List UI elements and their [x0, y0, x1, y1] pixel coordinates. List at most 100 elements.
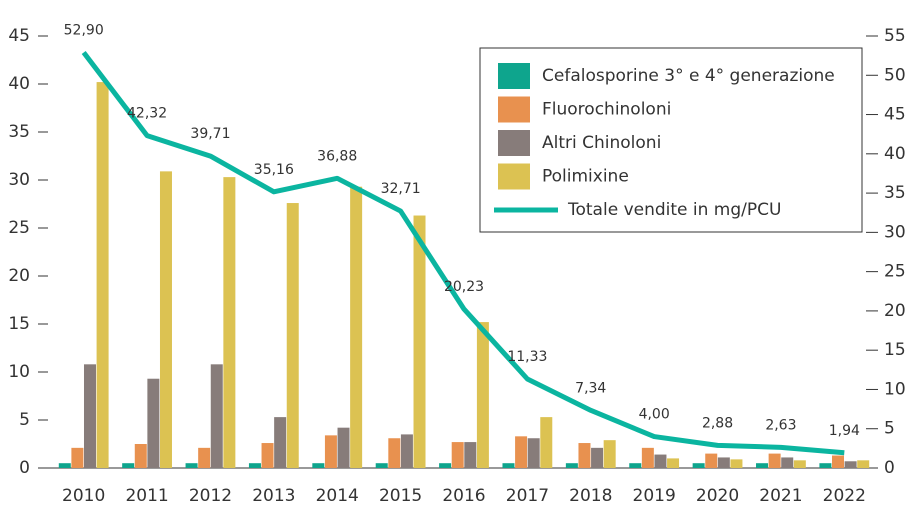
y-tick-label: 40	[8, 74, 30, 94]
bar	[641, 447, 654, 468]
bar	[223, 177, 236, 468]
bar	[857, 460, 870, 468]
legend-swatch	[498, 63, 530, 89]
data-label: 1,94	[829, 423, 860, 439]
y2-tick-label: 0	[884, 458, 895, 478]
bar	[527, 438, 540, 468]
data-label: 2,88	[702, 415, 733, 431]
bar	[502, 463, 515, 468]
bar	[717, 457, 730, 468]
x-tick-label: 2015	[379, 486, 422, 506]
x-tick-label: 2016	[442, 486, 485, 506]
bar	[388, 438, 401, 468]
y2-tick-label: 25	[884, 262, 906, 282]
bar	[58, 463, 71, 468]
bar	[756, 463, 769, 468]
bar	[350, 186, 363, 468]
y-tick-label: 45	[8, 26, 30, 46]
bar	[400, 434, 413, 468]
x-tick-label: 2011	[125, 486, 168, 506]
bar	[96, 82, 109, 468]
legend-label: Altri Chinoloni	[542, 133, 661, 153]
bar	[375, 463, 388, 468]
y2-tick-label: 50	[884, 65, 906, 85]
x-tick-label: 2012	[189, 486, 232, 506]
x-tick-label: 2018	[569, 486, 612, 506]
bar	[248, 463, 261, 468]
bar	[705, 453, 718, 468]
bar	[629, 463, 642, 468]
y-tick-label: 15	[8, 314, 30, 334]
bar	[185, 463, 198, 468]
y2-tick-label: 40	[884, 144, 906, 164]
data-label: 36,88	[317, 148, 357, 164]
bar	[793, 460, 806, 468]
y-tick-label: 25	[8, 218, 30, 238]
bar	[439, 463, 452, 468]
x-tick-label: 2022	[823, 486, 866, 506]
bar	[324, 435, 337, 468]
x-tick-label: 2014	[316, 486, 359, 506]
bar	[198, 447, 211, 468]
bar	[286, 203, 299, 469]
legend-label: Polimixine	[542, 167, 629, 187]
bar	[464, 442, 477, 468]
bar	[312, 463, 325, 468]
data-label: 11,33	[507, 349, 547, 365]
y2-tick-label: 15	[884, 340, 906, 360]
x-tick-label: 2017	[506, 486, 549, 506]
bar	[515, 436, 528, 468]
data-label: 7,34	[575, 380, 606, 396]
y-tick-label: 0	[19, 458, 30, 478]
bar	[261, 443, 274, 468]
bar	[603, 440, 616, 468]
data-label: 35,16	[254, 162, 294, 178]
y-tick-label: 30	[8, 170, 30, 190]
bar	[667, 458, 680, 468]
bar	[844, 461, 857, 468]
y-tick-label: 20	[8, 266, 30, 286]
bar	[768, 453, 781, 468]
bar	[210, 364, 223, 468]
y-tick-label: 10	[8, 362, 30, 382]
bar	[578, 443, 591, 468]
data-label: 52,90	[64, 22, 104, 38]
data-label: 39,71	[190, 126, 230, 142]
bar	[832, 455, 845, 468]
bar	[413, 215, 426, 468]
bar	[83, 364, 96, 468]
y2-tick-label: 5	[884, 419, 895, 439]
y2-tick-label: 20	[884, 301, 906, 321]
bar	[71, 447, 84, 468]
y2-tick-label: 55	[884, 26, 906, 46]
bar	[819, 463, 832, 468]
legend-swatch	[498, 130, 530, 156]
bar	[692, 463, 705, 468]
bar	[159, 171, 172, 469]
x-tick-label: 2020	[696, 486, 739, 506]
x-tick-label: 2013	[252, 486, 295, 506]
bar	[134, 444, 147, 468]
bar	[565, 463, 578, 468]
y2-tick-label: 35	[884, 183, 906, 203]
data-label: 20,23	[444, 279, 484, 295]
bar	[337, 427, 350, 468]
bar	[122, 463, 135, 468]
data-label: 32,71	[381, 181, 421, 197]
y2-tick-label: 10	[884, 379, 906, 399]
bar	[274, 417, 287, 468]
y-tick-label: 35	[8, 122, 30, 142]
y2-tick-label: 30	[884, 222, 906, 242]
legend-swatch	[498, 163, 530, 190]
legend-label: Cefalosporine 3° e 4° generazione	[542, 66, 835, 86]
y2-tick-label: 45	[884, 105, 906, 125]
legend-label: Totale vendite in mg/PCU	[567, 200, 781, 220]
data-label: 4,00	[639, 407, 670, 423]
legend-swatch	[498, 96, 530, 123]
legend-label: Fluorochinoloni	[542, 100, 671, 120]
y-tick-label: 5	[19, 410, 30, 430]
bar	[654, 454, 667, 468]
bar	[540, 417, 553, 468]
bar	[147, 378, 160, 468]
